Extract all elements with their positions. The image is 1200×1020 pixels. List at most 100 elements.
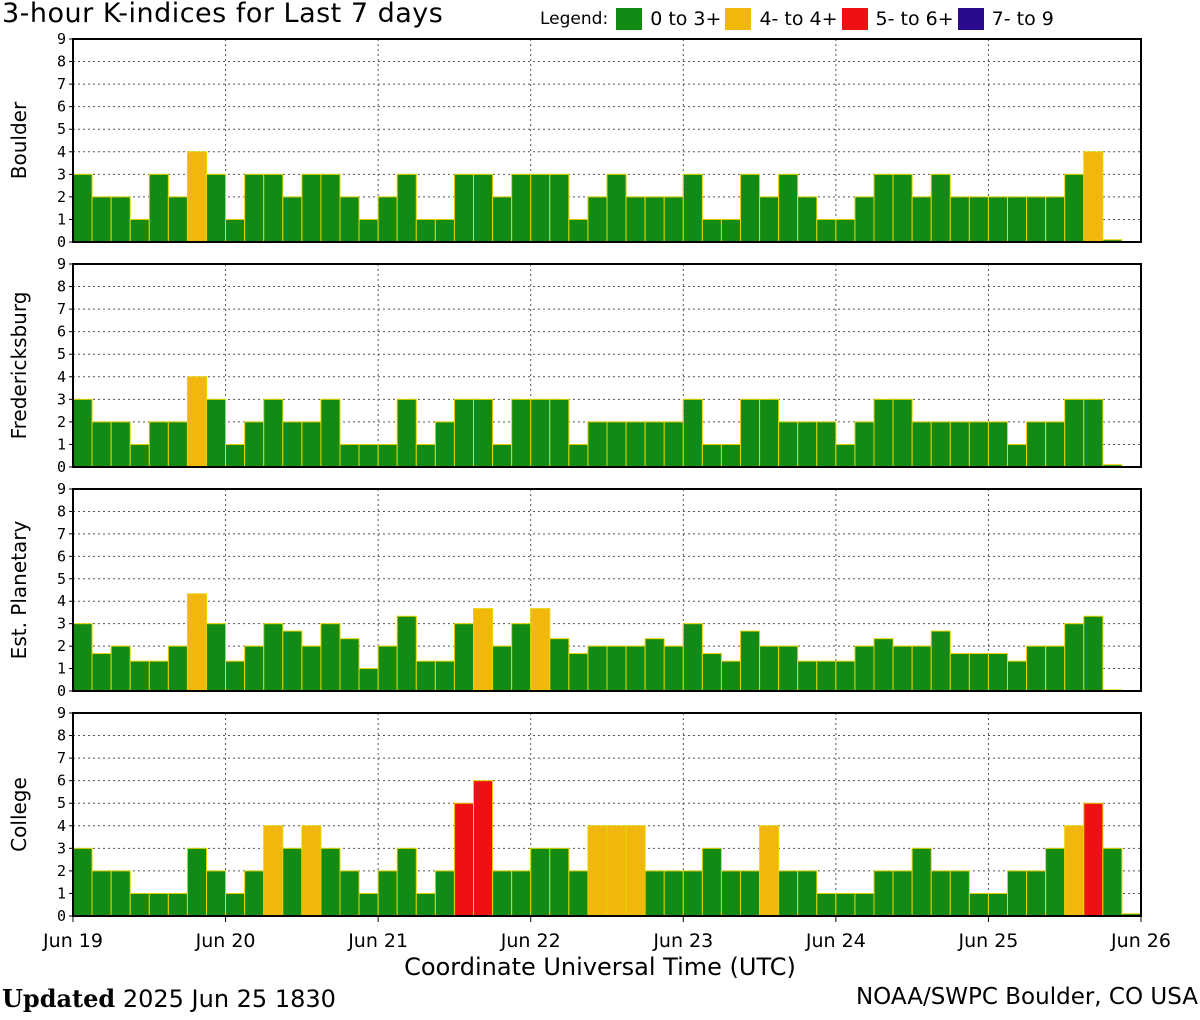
bar-est-planetary	[759, 645, 780, 692]
bar-boulder	[339, 196, 360, 243]
y-tick-label: 8	[57, 502, 66, 520]
bar-est-planetary	[606, 645, 627, 692]
bar-boulder	[415, 218, 436, 243]
bar-fredericksburg	[949, 421, 970, 468]
bar-boulder	[549, 173, 570, 243]
bar-college	[129, 892, 150, 917]
x-tick-label: Jun 20	[195, 930, 256, 952]
panel-frame-fredericksburg	[72, 263, 1142, 468]
bar-fredericksburg	[263, 398, 284, 468]
bar-boulder	[473, 173, 494, 243]
bar-boulder	[987, 196, 1009, 243]
bar-est-planetary	[263, 623, 284, 692]
bar-fredericksburg	[1083, 398, 1104, 468]
bar-college	[72, 847, 93, 917]
bar-college	[377, 870, 398, 917]
bar-college	[930, 870, 951, 917]
bar-college	[816, 892, 837, 917]
bar-fredericksburg	[816, 421, 837, 468]
bar-boulder	[759, 196, 780, 243]
bar-est-planetary	[320, 623, 341, 692]
bar-est-planetary	[167, 645, 188, 692]
x-tick-label: Jun 23	[652, 930, 713, 952]
bar-est-planetary	[415, 660, 436, 692]
bar-fredericksburg	[987, 421, 1009, 468]
bar-fredericksburg	[225, 443, 246, 468]
bar-fredericksburg	[1007, 443, 1028, 468]
bar-boulder	[511, 173, 532, 243]
bar-fredericksburg	[358, 443, 379, 468]
y-tick-label: 6	[57, 772, 66, 790]
legend-label-severe: 7- to 9	[991, 8, 1054, 30]
panel-label-fredericksburg: Fredericksburg	[7, 292, 31, 440]
bar-est-planetary	[778, 645, 799, 692]
y-tick-label: 2	[57, 862, 66, 880]
bar-college	[453, 802, 474, 917]
bar-boulder	[530, 173, 551, 243]
bar-boulder	[1083, 151, 1104, 243]
legend-swatch-quiet	[616, 8, 643, 30]
y-tick-label: 5	[57, 794, 66, 812]
bar-est-planetary	[720, 660, 742, 692]
bar-boulder	[778, 173, 799, 243]
bar-fredericksburg	[663, 421, 684, 468]
bar-boulder	[625, 196, 646, 243]
bar-est-planetary	[473, 608, 494, 692]
y-tick-label: 2	[57, 188, 66, 206]
bar-boulder	[282, 196, 303, 243]
y-tick-label: 5	[57, 120, 66, 138]
legend-swatch-severe	[957, 8, 984, 30]
y-tick-label: 6	[57, 323, 66, 341]
bar-fredericksburg	[720, 443, 742, 468]
bar-fredericksburg	[129, 443, 150, 468]
bar-est-planetary	[91, 653, 112, 692]
bar-college	[473, 780, 494, 917]
bar-est-planetary	[949, 653, 970, 692]
y-tick-label: 7	[57, 749, 66, 767]
bar-est-planetary	[110, 645, 131, 692]
bar-college	[492, 870, 513, 917]
bar-fredericksburg	[968, 421, 989, 468]
bar-fredericksburg	[644, 421, 665, 468]
y-tick-label: 5	[57, 570, 66, 588]
bar-college	[91, 870, 112, 917]
bar-fredericksburg	[148, 421, 169, 468]
bar-est-planetary	[244, 645, 265, 692]
bar-boulder	[587, 196, 608, 243]
bar-est-planetary	[1026, 645, 1047, 692]
bar-college	[682, 870, 703, 917]
bar-college	[625, 825, 646, 917]
bar-boulder	[1045, 196, 1066, 243]
bar-college	[148, 892, 169, 917]
bar-college	[186, 847, 208, 917]
bar-college	[606, 825, 627, 917]
bar-college	[1045, 847, 1066, 917]
bar-boulder	[1064, 173, 1085, 243]
bar-est-planetary	[358, 668, 379, 692]
bar-college	[320, 847, 341, 917]
bar-est-planetary	[206, 623, 227, 692]
x-tick-label: Jun 19	[42, 930, 103, 952]
bar-college	[1064, 825, 1085, 917]
panel-label-boulder: Boulder	[7, 101, 31, 179]
bar-college	[206, 870, 227, 917]
bar-fredericksburg	[778, 421, 799, 468]
bar-boulder	[434, 218, 455, 243]
bar-boulder	[377, 196, 398, 243]
bar-est-planetary	[1045, 645, 1066, 692]
y-tick-label: 6	[57, 98, 66, 116]
bar-boulder	[492, 196, 513, 243]
bar-college	[244, 870, 265, 917]
bar-boulder	[644, 196, 665, 243]
y-tick-label: 1	[57, 884, 66, 902]
bar-est-planetary	[644, 638, 665, 692]
bar-est-planetary	[282, 630, 303, 692]
bar-boulder	[835, 218, 856, 243]
legend-item-unsettled: 4- to 4+	[725, 8, 838, 30]
bar-boulder	[740, 173, 761, 243]
bar-boulder	[701, 218, 722, 243]
bar-boulder	[320, 173, 341, 243]
y-tick-label: 4	[57, 817, 66, 835]
bar-boulder	[110, 196, 131, 243]
bar-fredericksburg	[320, 398, 341, 468]
